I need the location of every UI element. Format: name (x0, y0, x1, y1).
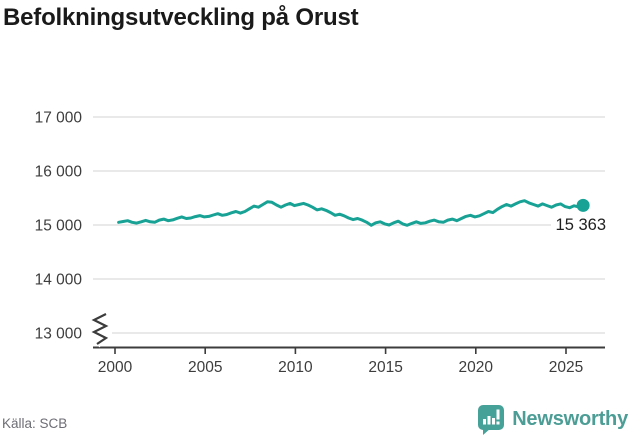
last-point-dot (576, 198, 590, 212)
axis-break-icon (91, 313, 109, 345)
x-tick-label: 2010 (278, 359, 313, 376)
y-tick-label: 13 000 (35, 326, 83, 343)
y-tick-label: 16 000 (35, 164, 83, 181)
newsworthy-logo[interactable]: Newsworthy (477, 402, 628, 436)
last-value-label: 15 363 (556, 216, 606, 234)
y-tick-label: 17 000 (35, 110, 83, 127)
y-tick-label: 14 000 (35, 272, 83, 289)
last-value-label-bg (551, 212, 607, 234)
source-label: Källa: SCB (2, 416, 68, 431)
newsworthy-logo-text: Newsworthy (512, 407, 628, 430)
x-tick-label: 2025 (549, 359, 583, 376)
page-title: Befolkningsutveckling på Orust (3, 4, 359, 31)
x-tick-label: 2000 (98, 359, 133, 376)
x-tick-label: 2020 (459, 359, 494, 376)
x-tick-label: 2005 (188, 359, 222, 376)
y-tick-label: 15 000 (35, 218, 83, 235)
population-line (117, 199, 585, 227)
newsworthy-logo-icon (478, 404, 505, 435)
x-tick-label: 2015 (368, 359, 402, 376)
